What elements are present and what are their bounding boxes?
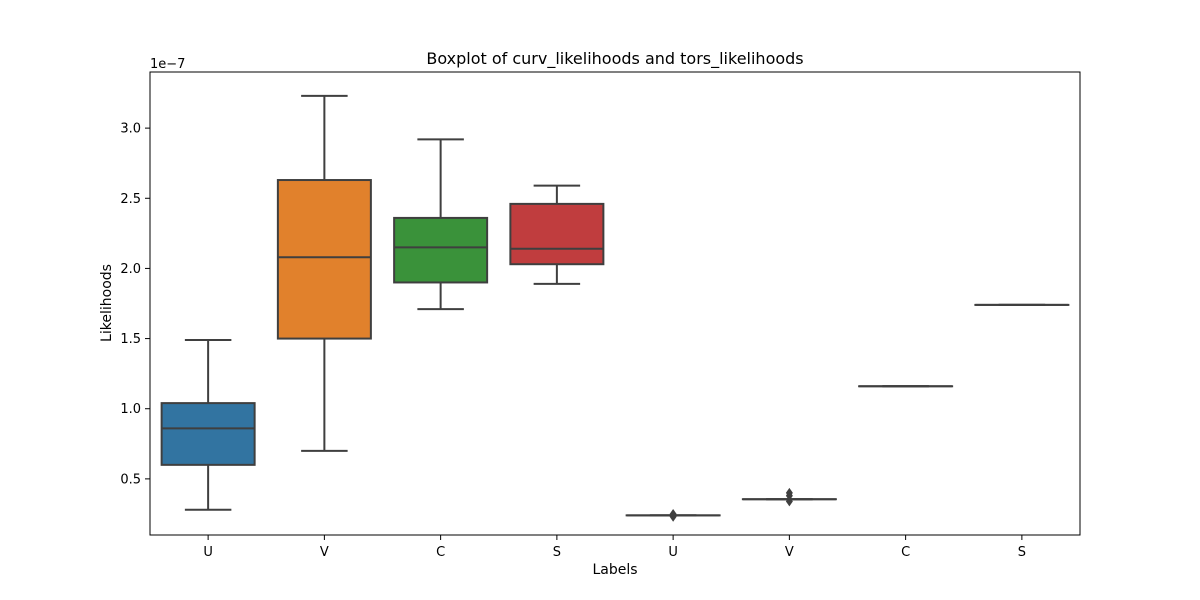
axes-frame	[149, 71, 1081, 536]
box-0	[160, 402, 256, 466]
x-tick-label-7: S	[1018, 545, 1026, 560]
y-tick-label-0: 0.5	[120, 472, 141, 487]
x-tick-label-1: V	[320, 545, 329, 560]
y-tick-label-1: 1.0	[120, 402, 141, 417]
x-tick-label-4: U	[668, 545, 678, 560]
outlier-5-2	[785, 487, 793, 498]
box-3	[509, 202, 605, 266]
x-tick-label-3: S	[553, 545, 561, 560]
x-tick-label-2: C	[436, 545, 445, 560]
y-tick-label-4: 2.5	[120, 192, 141, 207]
y-offset-label: 1e−7	[150, 57, 185, 72]
x-tick-label-0: U	[203, 545, 213, 560]
x-tick-label-6: C	[901, 545, 910, 560]
y-tick-label-2: 1.5	[120, 332, 141, 347]
y-axis-label: Likelihoods	[99, 264, 115, 342]
chart-title: Boxplot of curv_likelihoods and tors_lik…	[426, 49, 803, 69]
y-tick-label-5: 3.0	[120, 122, 141, 137]
box-1	[276, 179, 372, 340]
outlier-5-0	[785, 496, 793, 507]
x-tick-label-5: V	[785, 545, 794, 560]
y-tick-label-3: 2.0	[120, 262, 141, 277]
box-2	[393, 216, 489, 284]
plot-area: 0.5 1.0 1.5 2.0 2.5 3.0 U V C S U V C S	[120, 71, 1081, 560]
x-axis-label: Labels	[592, 562, 637, 578]
outlier-4-1	[669, 508, 677, 519]
